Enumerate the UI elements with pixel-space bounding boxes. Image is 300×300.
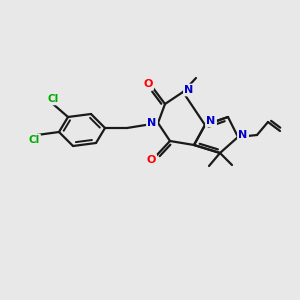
Text: N: N	[206, 116, 216, 126]
Text: Cl: Cl	[28, 135, 40, 145]
Text: N: N	[184, 85, 194, 95]
Text: N: N	[147, 118, 157, 128]
Text: Cl: Cl	[47, 94, 58, 104]
Text: O: O	[146, 155, 156, 165]
Text: O: O	[143, 79, 153, 89]
Text: N: N	[238, 130, 247, 140]
